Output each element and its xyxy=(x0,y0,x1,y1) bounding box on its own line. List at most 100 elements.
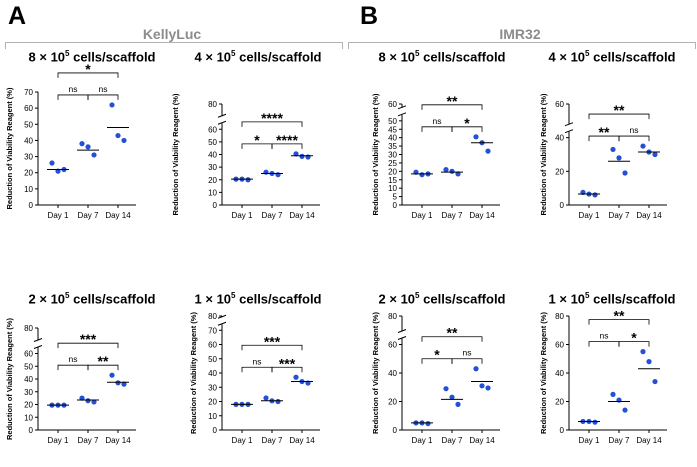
x-tick-label: Day 7 xyxy=(262,211,283,220)
x-tick-label: Day 1 xyxy=(579,436,600,445)
chart-title-unit: cells/scaffold xyxy=(423,49,506,65)
significance-bracket xyxy=(421,126,453,132)
y-axis-label: Reduction of Viability Reagent (%) xyxy=(371,312,380,434)
data-point xyxy=(610,146,616,153)
y-tick-label: 20 xyxy=(208,398,217,407)
x-tick-label: Day 14 xyxy=(289,211,315,220)
data-point xyxy=(616,155,622,161)
chart-title-unit: cells/scaffold xyxy=(423,291,506,307)
y-tick-label: 10 xyxy=(208,188,217,197)
significance-label: ns xyxy=(600,331,609,341)
data-point xyxy=(91,152,97,158)
chart-title-times: × xyxy=(205,49,213,65)
y-tick-label: 0 xyxy=(560,201,565,210)
y-tick-label: 50 xyxy=(388,117,397,126)
significance-label: ns xyxy=(99,84,108,94)
data-point xyxy=(449,394,455,400)
y-tick-label: 60 xyxy=(388,341,397,350)
chart-6: 0 10 20 30 40 50 60 70 80 Day 1 Day 7 Day 14 Reducti… xyxy=(189,312,320,445)
significance-label: **** xyxy=(261,110,283,126)
x-tick-label: Day 14 xyxy=(636,436,662,445)
chart-title-unit: cells/scaffold xyxy=(239,291,322,307)
chart-title-exp: 5 xyxy=(65,49,70,58)
chart-title-mantissa: 4 xyxy=(548,49,556,65)
chart-title-times: × xyxy=(559,291,567,307)
chart-4: 0 20 40 60 Day 1 Day 7 Day 14 Reduction of Viab… xyxy=(539,93,667,220)
data-point xyxy=(85,398,91,404)
y-tick-label: 80 xyxy=(555,312,564,321)
significance-bracket xyxy=(588,113,650,120)
y-tick-label: 80 xyxy=(208,312,217,321)
y-tick-label: 35 xyxy=(388,142,397,151)
y-tick-label: 70 xyxy=(24,88,33,97)
panel-letter-b: B xyxy=(360,2,379,30)
y-tick-label: 0 xyxy=(29,426,34,435)
y-axis-label: Reduction of Viability Reagent (%) xyxy=(539,312,548,434)
chart-title-exp: 5 xyxy=(231,291,236,300)
y-tick-label: 80 xyxy=(388,312,397,321)
significance-label: *** xyxy=(264,333,281,349)
chart-title-unit: cells/scaffold xyxy=(593,291,676,307)
y-tick-label: 0 xyxy=(393,426,398,435)
significance-label: * xyxy=(85,61,91,77)
significance-label: ns xyxy=(69,84,78,94)
significance-label: ** xyxy=(447,325,458,341)
axis-break-mark xyxy=(564,129,574,134)
data-point xyxy=(640,143,646,149)
group-title-imr32: IMR32 xyxy=(495,26,545,42)
x-tick-label: Day 7 xyxy=(442,436,463,445)
x-tick-label: Day 14 xyxy=(289,436,315,445)
data-point xyxy=(419,172,425,178)
data-point xyxy=(622,407,628,413)
chart-title-base: 10 xyxy=(216,49,232,65)
significance-label: ns xyxy=(463,348,472,358)
significance-label: * xyxy=(464,115,470,131)
data-point xyxy=(263,169,269,175)
y-tick-label: 60 xyxy=(24,104,33,113)
chart-title: 4 × 105 cells/scaffold xyxy=(549,49,676,64)
chart-title: 8 × 105 cells/scaffold xyxy=(29,49,156,64)
data-point xyxy=(91,399,97,405)
significance-bracket xyxy=(618,341,650,347)
data-point xyxy=(652,151,658,158)
chart-title-times: × xyxy=(389,49,397,65)
chart-title-mantissa: 2 xyxy=(378,291,386,307)
chart-title-mantissa: 8 xyxy=(378,49,386,65)
significance-bracket xyxy=(57,72,119,78)
y-tick-label: 40 xyxy=(208,369,217,378)
data-point xyxy=(293,151,299,157)
data-point xyxy=(640,349,646,355)
chart-7: 0 20 40 60 80 Day 1 Day 7 Day 14 Reduction of Vi… xyxy=(371,312,500,445)
axis-break-mark xyxy=(217,120,227,125)
chart-title-times: × xyxy=(559,49,567,65)
y-tick-label: 0 xyxy=(560,426,565,435)
data-point xyxy=(121,381,127,387)
data-point xyxy=(275,398,281,405)
significance-bracket xyxy=(57,94,89,100)
y-tick-label: 80 xyxy=(24,324,33,333)
data-point xyxy=(121,137,127,144)
data-point xyxy=(85,144,91,150)
chart-title-mantissa: 8 xyxy=(28,49,36,65)
data-point xyxy=(305,154,311,160)
y-tick-label: 20 xyxy=(388,167,397,176)
y-tick-label: 45 xyxy=(388,125,397,134)
chart-title: 2 × 105 cells/scaffold xyxy=(379,291,506,306)
y-tick-label: 25 xyxy=(388,159,397,168)
significance-bracket xyxy=(87,94,119,100)
significance-label: ** xyxy=(599,124,610,140)
axis-break-mark xyxy=(564,122,574,127)
y-tick-label: 20 xyxy=(555,398,564,407)
y-tick-label: 10 xyxy=(388,184,397,193)
significance-label: *** xyxy=(80,331,97,347)
y-tick-label: 80 xyxy=(208,100,217,109)
y-axis-label: Reduction of Viability Reagent (%) xyxy=(171,93,180,215)
significance-bracket xyxy=(241,121,303,127)
significance-bracket xyxy=(451,358,483,364)
chart-1: 0 10 20 30 40 50 60 70 Day 1 Day 7 Day 14 Reduction… xyxy=(5,61,136,220)
y-tick-label: 0 xyxy=(213,426,218,435)
x-tick-label: Day 7 xyxy=(609,436,630,445)
y-tick-label: 40 xyxy=(24,136,33,145)
